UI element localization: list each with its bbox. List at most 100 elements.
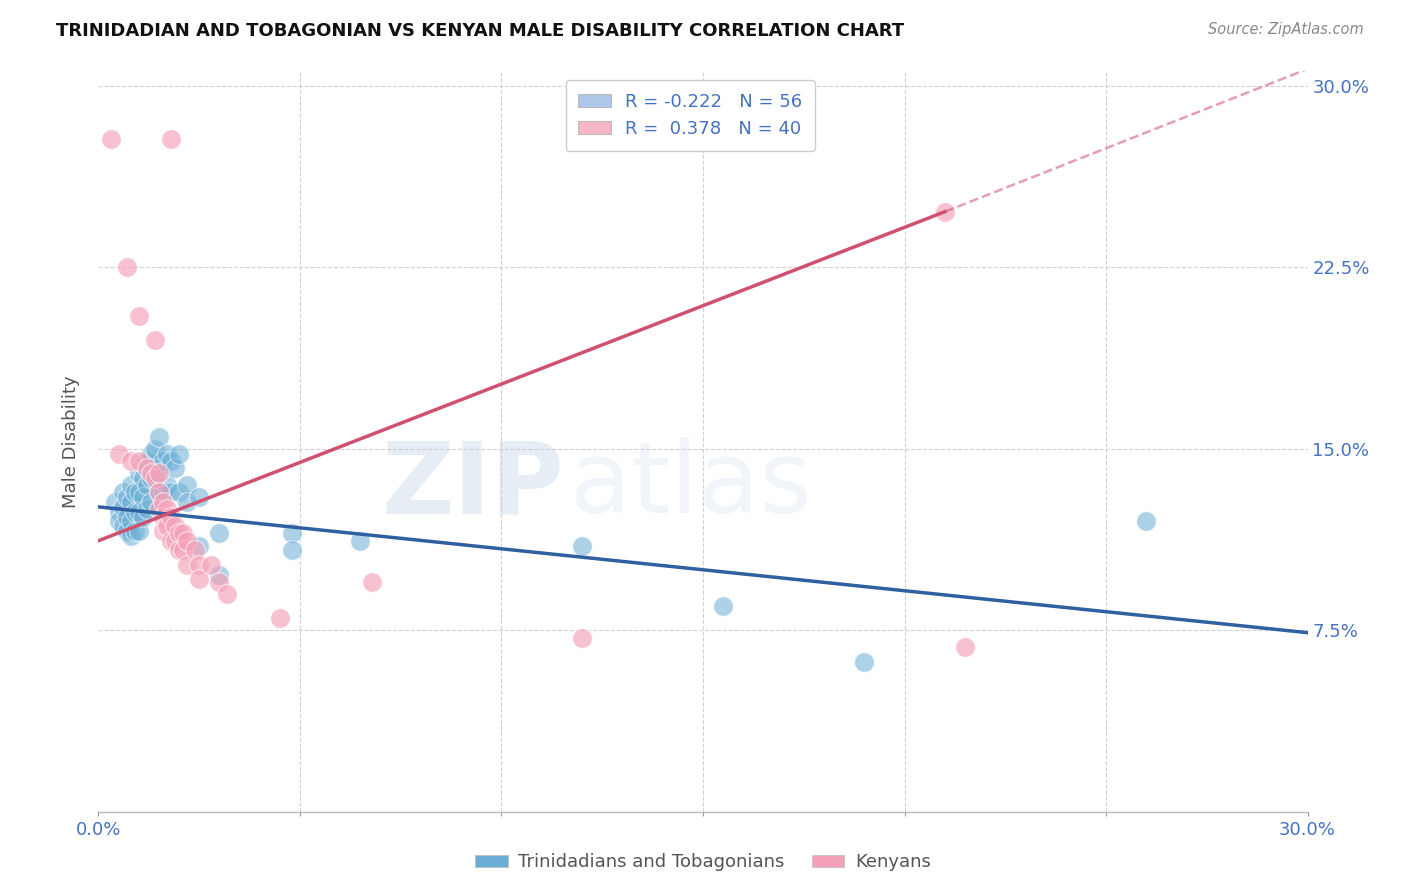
Point <box>208 574 231 589</box>
Point <box>120 515 142 529</box>
Legend: Trinidadians and Tobagonians, Kenyans: Trinidadians and Tobagonians, Kenyans <box>468 847 938 879</box>
Point <box>124 485 146 500</box>
Point <box>139 471 162 485</box>
Point <box>163 461 186 475</box>
Point <box>172 526 194 541</box>
Point <box>128 309 150 323</box>
Point <box>107 515 129 529</box>
Point <box>217 587 239 601</box>
Point <box>188 558 211 572</box>
Point <box>107 505 129 519</box>
Point <box>160 132 183 146</box>
Point <box>148 430 170 444</box>
Point <box>163 533 186 548</box>
Point <box>115 524 138 538</box>
Point <box>188 573 211 587</box>
Point <box>349 533 371 548</box>
Point <box>120 529 142 543</box>
Point <box>148 502 170 516</box>
Point <box>152 485 174 500</box>
Text: atlas: atlas <box>569 437 811 534</box>
Point <box>176 558 198 572</box>
Point <box>160 485 183 500</box>
Point <box>148 485 170 500</box>
Point <box>200 558 222 572</box>
Point <box>853 655 876 669</box>
Point <box>281 543 304 558</box>
Point <box>176 495 198 509</box>
Point <box>115 509 138 524</box>
Point <box>132 509 155 524</box>
Point <box>156 478 179 492</box>
Point <box>152 524 174 538</box>
Point <box>135 478 157 492</box>
Point <box>120 478 142 492</box>
Point <box>176 478 198 492</box>
Point <box>152 454 174 468</box>
Text: Source: ZipAtlas.com: Source: ZipAtlas.com <box>1208 22 1364 37</box>
Point <box>156 502 179 516</box>
Point <box>115 260 138 275</box>
Point <box>163 519 186 533</box>
Point <box>148 461 170 475</box>
Point <box>1135 515 1157 529</box>
Point <box>156 519 179 533</box>
Point <box>571 631 593 645</box>
Point <box>167 485 190 500</box>
Text: TRINIDADIAN AND TOBAGONIAN VS KENYAN MALE DISABILITY CORRELATION CHART: TRINIDADIAN AND TOBAGONIAN VS KENYAN MAL… <box>56 22 904 40</box>
Point <box>156 447 179 461</box>
Point <box>128 505 150 519</box>
Point <box>188 490 211 504</box>
Point <box>953 640 976 655</box>
Point <box>152 495 174 509</box>
Point <box>103 495 125 509</box>
Point <box>160 533 183 548</box>
Point <box>120 495 142 509</box>
Point <box>148 485 170 500</box>
Point <box>361 574 384 589</box>
Point <box>269 611 291 625</box>
Point <box>148 466 170 480</box>
Legend: R = -0.222   N = 56, R =  0.378   N = 40: R = -0.222 N = 56, R = 0.378 N = 40 <box>565 80 815 151</box>
Point <box>135 502 157 516</box>
Point <box>167 526 190 541</box>
Point <box>135 461 157 475</box>
Point <box>132 490 155 504</box>
Point <box>143 466 166 480</box>
Point <box>208 567 231 582</box>
Point <box>111 519 134 533</box>
Point <box>160 509 183 524</box>
Point <box>107 447 129 461</box>
Point <box>100 132 122 146</box>
Point <box>139 447 162 461</box>
Point <box>128 454 150 468</box>
Text: ZIP: ZIP <box>381 437 564 534</box>
Point <box>143 333 166 347</box>
Point <box>152 509 174 524</box>
Point <box>124 524 146 538</box>
Point <box>139 466 162 480</box>
Point <box>124 505 146 519</box>
Point <box>111 485 134 500</box>
Point <box>184 543 207 558</box>
Point <box>934 204 956 219</box>
Point <box>188 539 211 553</box>
Point <box>128 485 150 500</box>
Point <box>143 471 166 485</box>
Point <box>143 442 166 456</box>
Point <box>711 599 734 613</box>
Point <box>139 495 162 509</box>
Point <box>176 533 198 548</box>
Point <box>120 454 142 468</box>
Point <box>135 454 157 468</box>
Point <box>167 543 190 558</box>
Point <box>128 524 150 538</box>
Y-axis label: Male Disability: Male Disability <box>62 376 80 508</box>
Point <box>115 490 138 504</box>
Point <box>281 526 304 541</box>
Point <box>160 454 183 468</box>
Point <box>571 539 593 553</box>
Point <box>208 526 231 541</box>
Point <box>128 466 150 480</box>
Point <box>132 471 155 485</box>
